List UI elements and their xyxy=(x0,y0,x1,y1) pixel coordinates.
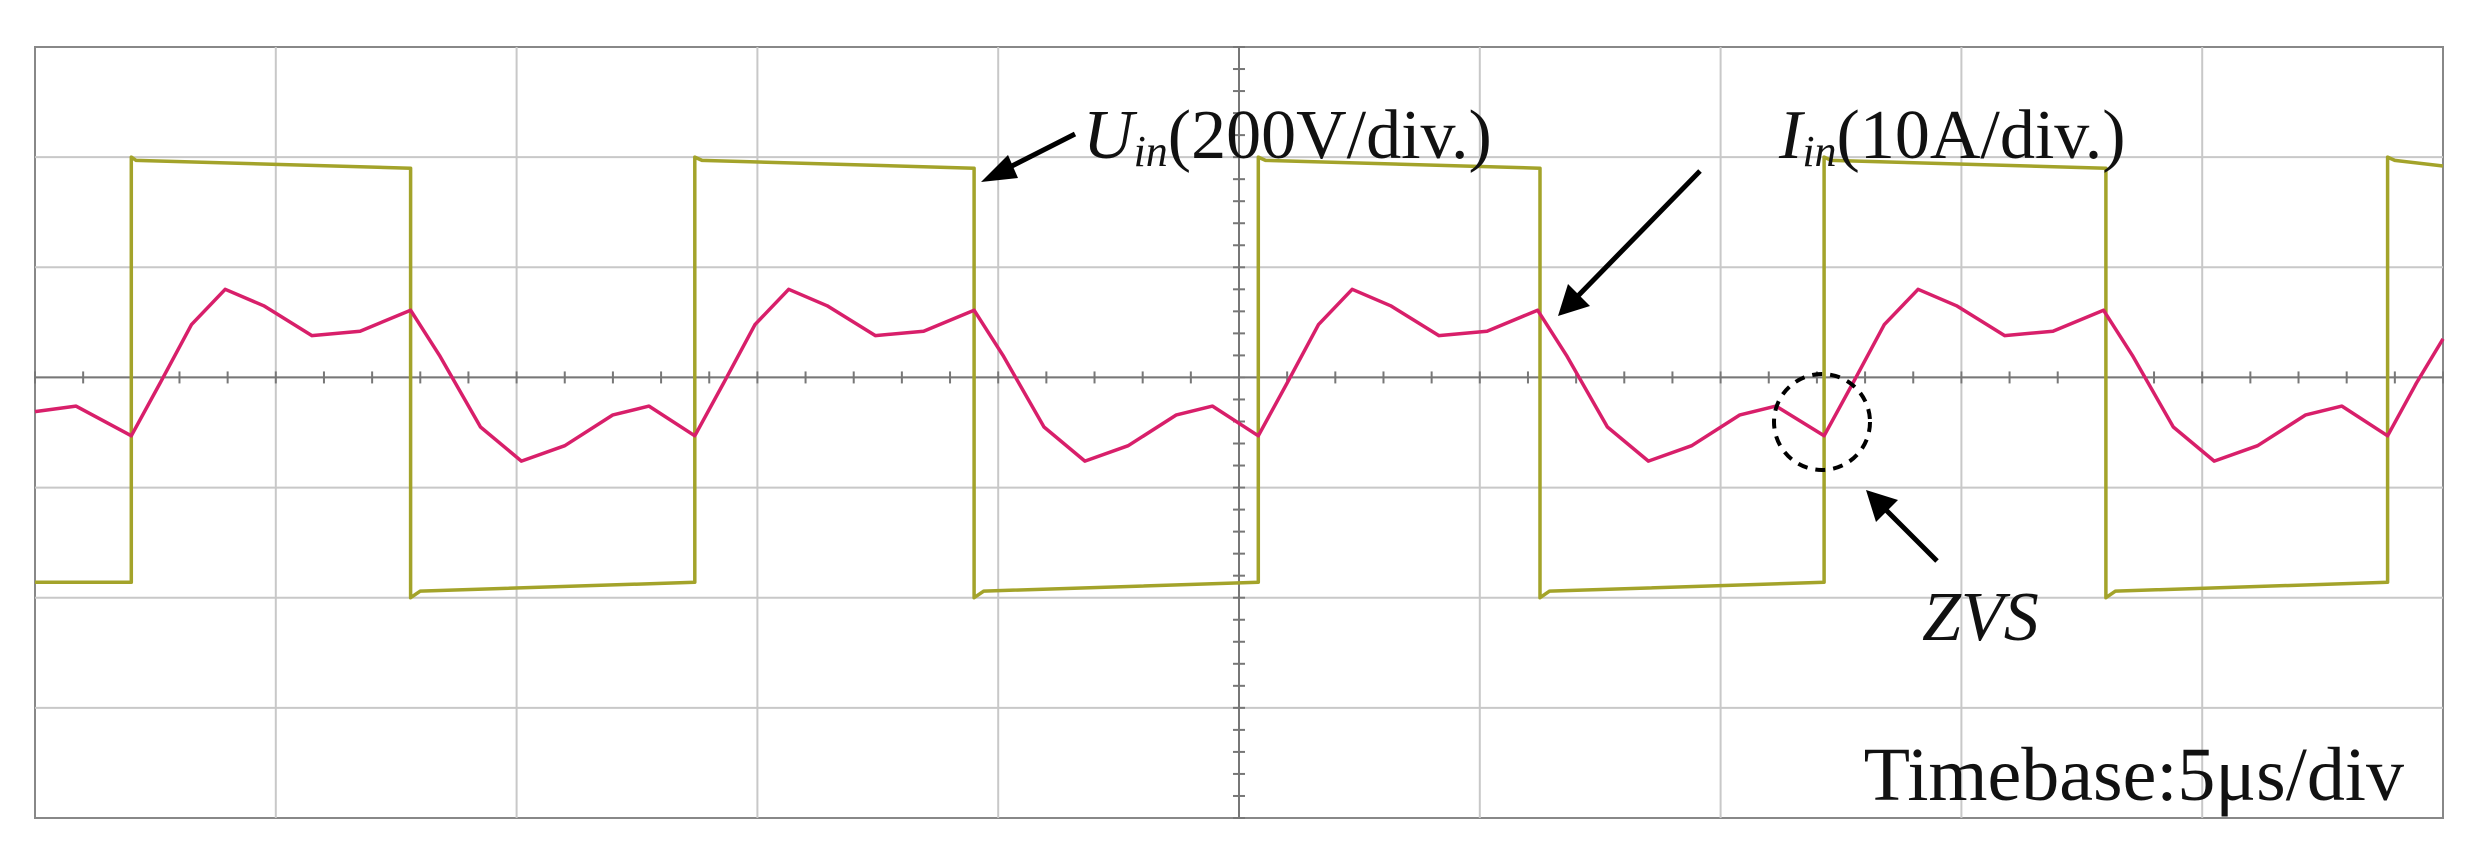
timebase-label: Timebase:5μs/div xyxy=(1864,733,2404,817)
label-rest: (200V/div.) xyxy=(1168,97,1492,174)
label-main: U xyxy=(1083,97,1138,174)
voltage-label: Uin(200V/div.) xyxy=(1083,97,1492,176)
arrow xyxy=(1878,502,1939,563)
traces xyxy=(34,155,2445,600)
arrow-head xyxy=(1866,490,1898,522)
arrow xyxy=(1572,169,1702,302)
current-label: Iin(10A/div.) xyxy=(1778,97,2126,176)
zvs-label: ZVS xyxy=(1922,579,2039,656)
grid xyxy=(34,46,2444,819)
trace xyxy=(35,155,2444,600)
label-sub: in xyxy=(1802,127,1836,176)
label-sub: in xyxy=(1134,127,1168,176)
arrow-head xyxy=(1558,284,1590,316)
label-main: I xyxy=(1778,97,1806,174)
trace xyxy=(34,287,2445,463)
arrow-head xyxy=(981,155,1018,182)
annotations xyxy=(981,131,1939,563)
zvs-circle xyxy=(1772,372,1872,472)
label-rest: (10A/div.) xyxy=(1837,97,2126,174)
